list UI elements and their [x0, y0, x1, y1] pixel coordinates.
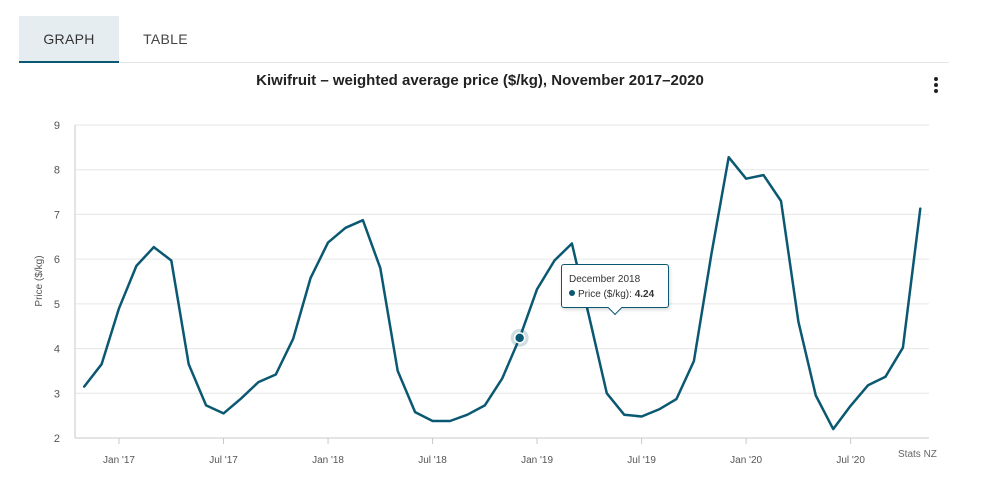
- y-tick-label: 3: [54, 388, 60, 400]
- x-tick-label: Jul '18: [418, 455, 447, 466]
- view-tabs: GRAPH TABLE: [19, 16, 949, 63]
- tooltip-row: Price ($/kg): 4.24: [569, 289, 654, 300]
- y-tick-label: 5: [54, 299, 60, 311]
- y-tick-label: 7: [54, 209, 60, 221]
- highlight-point: [513, 332, 526, 344]
- tab-graph[interactable]: GRAPH: [19, 16, 119, 63]
- x-tick-label: Jul '19: [627, 455, 656, 466]
- chart-credits: Stats NZ: [898, 449, 937, 460]
- tab-table[interactable]: TABLE: [143, 31, 188, 47]
- x-tick-label: Jan '17: [103, 455, 135, 466]
- tooltip-date: December 2018: [569, 274, 641, 285]
- chart-title: Kiwifruit – weighted average price ($/kg…: [256, 72, 704, 89]
- y-tick-label: 8: [54, 165, 60, 177]
- y-tick-label: 2: [54, 433, 60, 445]
- x-tick-label: Jul '17: [209, 455, 238, 466]
- y-tick-label: 6: [54, 254, 60, 266]
- series-marker-icon: [569, 290, 575, 296]
- y-axis-title: Price ($/kg): [34, 255, 45, 306]
- tooltip-value: 4.24: [634, 289, 655, 300]
- y-tick-label: 9: [54, 120, 60, 132]
- series-line: [82, 155, 922, 431]
- x-tick-label: Jan '19: [521, 455, 553, 466]
- chart-tooltip: December 2018 Price ($/kg): 4.24: [561, 264, 669, 316]
- x-tick-label: Jan '20: [730, 455, 762, 466]
- x-tick-label: Jul '20: [836, 455, 865, 466]
- y-tick-label: 4: [54, 344, 60, 356]
- tooltip-series-label: Price ($/kg):: [578, 289, 632, 300]
- x-tick-label: Jan '18: [312, 455, 344, 466]
- more-vertical-icon[interactable]: [928, 74, 944, 96]
